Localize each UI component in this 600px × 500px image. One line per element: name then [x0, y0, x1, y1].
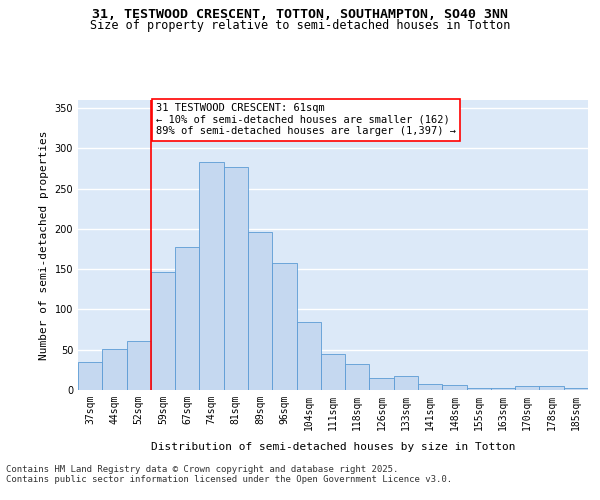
Text: Size of property relative to semi-detached houses in Totton: Size of property relative to semi-detach… [90, 19, 510, 32]
Bar [539, 386, 564, 390]
Bar [175, 246, 199, 390]
Bar [127, 341, 151, 390]
Bar [442, 385, 467, 390]
Text: Distribution of semi-detached houses by size in Totton: Distribution of semi-detached houses by … [151, 442, 515, 452]
Bar [564, 388, 588, 390]
Text: Contains HM Land Registry data © Crown copyright and database right 2025.
Contai: Contains HM Land Registry data © Crown c… [6, 465, 452, 484]
Y-axis label: Number of semi-detached properties: Number of semi-detached properties [39, 130, 49, 360]
Bar [321, 354, 345, 390]
Bar [102, 349, 127, 390]
Bar [467, 388, 491, 390]
Bar [272, 262, 296, 390]
Bar [199, 162, 224, 390]
Bar [515, 386, 539, 390]
Bar [296, 322, 321, 390]
Bar [151, 272, 175, 390]
Bar [370, 378, 394, 390]
Text: 31 TESTWOOD CRESCENT: 61sqm
← 10% of semi-detached houses are smaller (162)
89% : 31 TESTWOOD CRESCENT: 61sqm ← 10% of sem… [156, 103, 456, 136]
Bar [345, 364, 370, 390]
Bar [224, 167, 248, 390]
Bar [78, 362, 102, 390]
Bar [418, 384, 442, 390]
Bar [491, 388, 515, 390]
Bar [248, 232, 272, 390]
Bar [394, 376, 418, 390]
Text: 31, TESTWOOD CRESCENT, TOTTON, SOUTHAMPTON, SO40 3NN: 31, TESTWOOD CRESCENT, TOTTON, SOUTHAMPT… [92, 8, 508, 20]
